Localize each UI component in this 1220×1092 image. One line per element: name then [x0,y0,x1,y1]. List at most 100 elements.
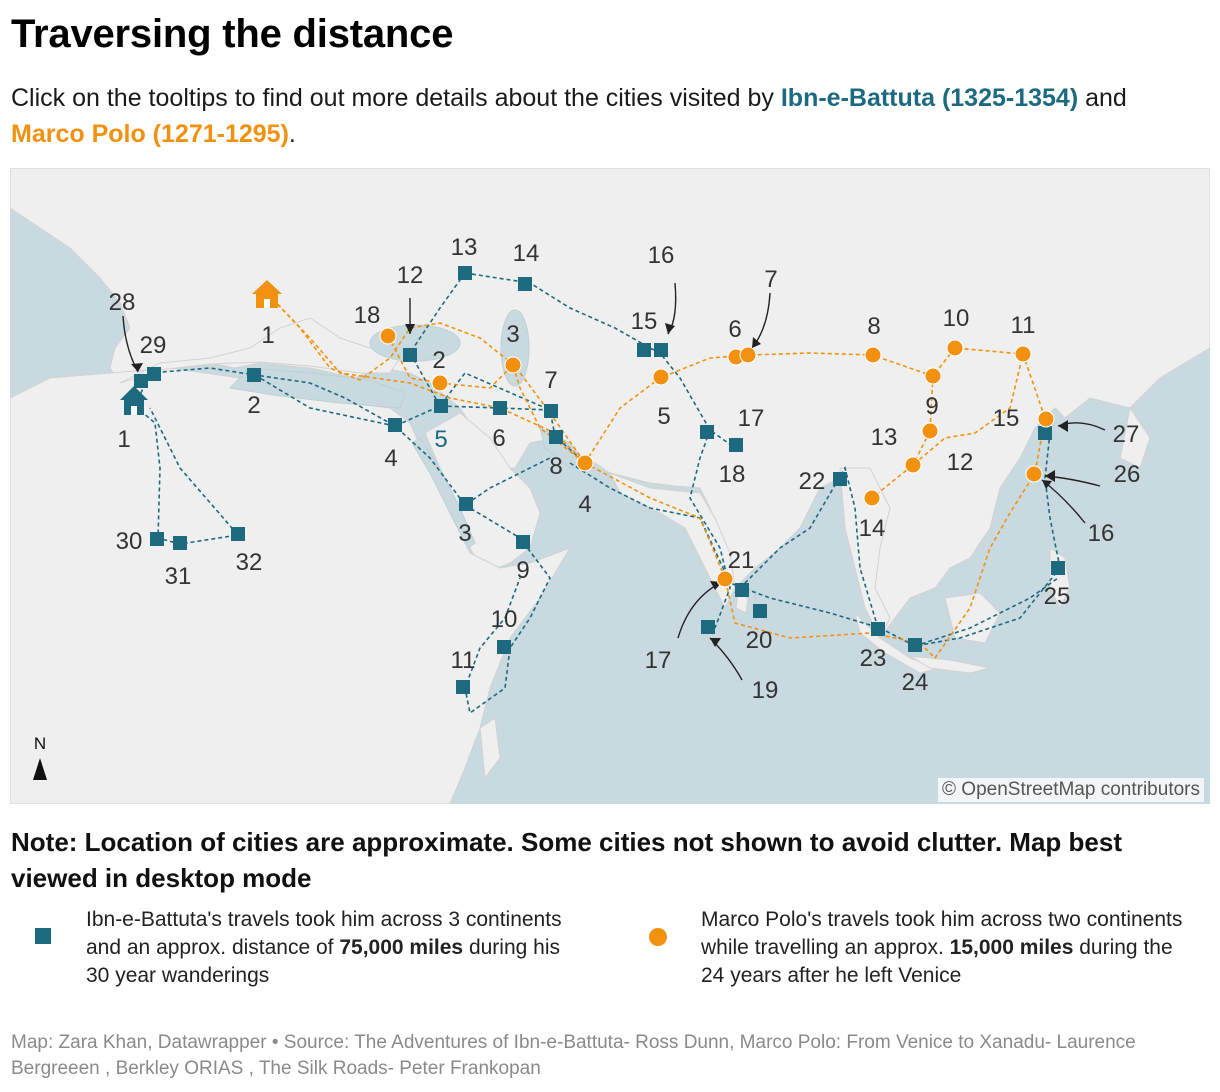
polo-label-16: 16 [1088,520,1115,547]
ibn-city-8[interactable] [549,430,563,444]
ibn-city-11[interactable] [456,680,470,694]
ibn-city-19[interactable] [701,620,715,634]
subtitle: Click on the tooltips to find out more d… [11,80,1201,152]
ibn-city-9[interactable] [516,535,530,549]
polo-city-18[interactable] [379,327,397,345]
page-title: Traversing the distance [11,12,454,56]
polo-city-13[interactable] [921,422,939,440]
ibn-label-26: 26 [1114,461,1141,488]
ibn-label-6: 6 [492,425,505,452]
ibn-label-21: 21 [728,547,755,574]
ibn-label-4: 4 [384,445,397,472]
marco-polo-route [267,293,1046,660]
ibn-city-22[interactable] [833,472,847,486]
ibn-city-16[interactable] [654,343,668,357]
map-attribution[interactable]: © OpenStreetMap contributors [938,778,1204,802]
ibn-city-29[interactable] [147,367,161,381]
legend-ibn-after: during his 30 year wanderings [86,936,560,987]
ibn-city-3[interactable] [459,497,473,511]
ibn-city-14[interactable] [518,277,532,291]
ibn-city-24[interactable] [908,638,922,652]
polo-city-12[interactable] [904,456,922,474]
ibn-label-3: 3 [458,520,471,547]
ibn-city-32[interactable] [231,527,245,541]
polo-label-6: 6 [728,316,741,343]
ibn-city-7[interactable] [544,404,558,418]
ibn-city-20[interactable] [753,604,767,618]
polo-city-9[interactable] [924,367,942,385]
polo-label-17: 17 [645,647,672,674]
polo-city-8[interactable] [864,346,882,364]
ibn-city-28[interactable] [134,374,148,388]
polo-city-3[interactable] [504,356,522,374]
polo-label-13: 13 [871,424,898,451]
north-arrow-icon: N [30,734,50,780]
ibn-city-10[interactable] [497,640,511,654]
ibn-battuta-markers [134,266,1065,694]
legend-polo-distance: 15,000 miles [949,936,1074,959]
ibn-city-4[interactable] [388,418,402,432]
polo-label-5: 5 [657,403,670,430]
square-marker-icon [35,928,51,944]
polo-city-7[interactable] [739,346,757,364]
map-canvas[interactable]: 1 2 3 4 5 6 7 8 9 10 11 12 13 14 15 16 1… [10,168,1210,804]
ibn-label-30: 30 [116,528,143,555]
marco-polo-highlight: Marco Polo (1271-1295) [11,120,289,148]
polo-city-14[interactable] [863,489,881,507]
ibn-city-17[interactable] [700,425,714,439]
travel-map[interactable]: 1 2 3 4 5 6 7 8 9 10 11 12 13 14 15 16 1… [10,168,1210,804]
ibn-label-16: 16 [648,242,675,269]
polo-label-10: 10 [943,305,970,332]
ibn-city-31[interactable] [173,536,187,550]
ibn-city-23[interactable] [871,622,885,636]
polo-city-17[interactable] [716,570,734,588]
ibn-label-13: 13 [451,234,478,261]
ibn-label-29: 29 [140,332,167,359]
polo-city-10[interactable] [946,339,964,357]
circle-marker-icon [649,928,667,946]
ibn-label-5: 5 [434,426,447,453]
ibn-city-30[interactable] [150,532,164,546]
polo-city-11[interactable] [1014,345,1032,363]
polo-label-11: 11 [1011,312,1036,339]
ibn-label-1: 1 [117,426,130,453]
source-footer: Map: Zara Khan, Datawrapper • Source: Th… [11,1032,1136,1079]
marco-polo-home-icon [252,280,282,308]
polo-label-4: 4 [578,491,591,518]
land-layer [10,168,1210,804]
polo-city-2[interactable] [431,374,449,392]
polo-city-16[interactable] [1025,465,1043,483]
ibn-city-2[interactable] [247,368,261,382]
polo-label-2: 2 [432,347,445,374]
ibn-label-7: 7 [544,367,557,394]
polo-city-15[interactable] [1037,410,1055,428]
ibn-label-28: 28 [109,289,136,316]
legend-polo-after: during the 24 years after he left Venice [701,936,1173,987]
north-arrow-shape [33,758,47,780]
ibn-city-13[interactable] [458,266,472,280]
legend-ibn-text: Ibn-e-Battuta's travels took him across … [86,906,586,990]
water-layer [228,309,586,549]
polo-city-4[interactable] [576,454,594,472]
ibn-city-21[interactable] [735,583,749,597]
ibn-city-25[interactable] [1051,561,1065,575]
subtitle-text: Click on the tooltips to find out more d… [11,84,781,112]
subtitle-text-middle: and [1078,84,1127,112]
ibn-label-31: 31 [165,563,192,590]
ibn-city-5[interactable] [434,399,448,413]
ibn-city-6[interactable] [493,401,507,415]
polo-city-5[interactable] [652,368,670,386]
marco-polo-labels: 1 2 3 4 5 6 7 8 9 10 11 12 13 14 15 16 1… [261,266,1114,674]
ibn-label-23: 23 [860,645,887,672]
polo-label-9: 9 [925,393,938,420]
ibn-label-10: 10 [491,606,518,633]
ibn-label-12: 12 [397,262,424,289]
ibn-city-27[interactable] [1038,426,1052,440]
ibn-label-22: 22 [799,468,826,495]
ibn-city-15[interactable] [637,343,651,357]
ibn-city-12[interactable] [403,348,417,362]
ibn-city-18[interactable] [729,438,743,452]
ibn-label-24: 24 [902,669,929,696]
ibn-label-19: 19 [752,677,779,704]
ibn-battuta-labels: 1 2 3 4 5 6 7 8 9 10 11 12 13 14 15 16 1… [109,234,1141,704]
